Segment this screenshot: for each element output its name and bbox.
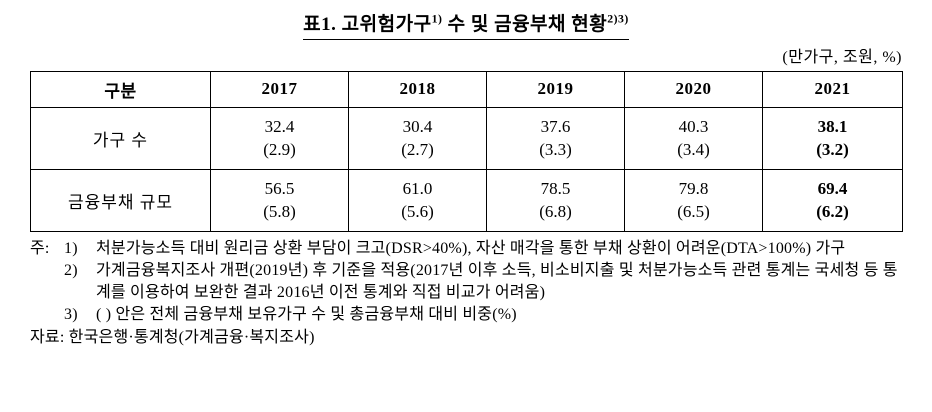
table-header-row: 구분 2017 2018 2019 2020 2021 <box>30 70 903 108</box>
col-header-2018: 2018 <box>348 70 487 108</box>
footnote-prefix: 주: <box>30 239 50 257</box>
footnote-1: 주: 1) 처분가능소득 대비 원리금 상환 부담이 크고(DSR>40%), … <box>30 238 902 260</box>
footnote-2: 2) 가계금융복지조사 개편(2019년) 후 기준을 적용(2017년 이후 … <box>30 260 902 304</box>
table-title: 표1. 고위험가구1) 수 및 금융부채 현황2)3) <box>303 12 629 40</box>
table-title-rest: 수 및 금융부채 현황 <box>442 14 608 35</box>
col-header-2021: 2021 <box>762 70 903 108</box>
footnote-2-number: 2) <box>64 261 78 279</box>
table-row-households: 가구 수 32.4 (2.9) 30.4 (2.7) 37.6 (3.3) 40… <box>30 106 903 170</box>
cell-debt-2021: 69.4 (6.2) <box>762 168 903 232</box>
title-wrap: 표1. 고위험가구1) 수 및 금융부채 현황2)3) <box>30 12 902 40</box>
cell-debt-2019: 78.5 (6.8) <box>486 168 625 232</box>
col-header-2019: 2019 <box>486 70 625 108</box>
col-header-category: 구분 <box>30 70 211 108</box>
col-header-2020: 2020 <box>624 70 763 108</box>
unit-note: (만가구, 조원, %) <box>782 48 902 66</box>
footnote-1-text: 처분가능소득 대비 원리금 상환 부담이 크고(DSR>40%), 자산 매각을… <box>96 239 846 257</box>
footnote-3: 3) ( ) 안은 전체 금융부채 보유가구 수 및 총금융부채 대비 비중(%… <box>30 304 902 326</box>
cell-households-2021: 38.1 (3.2) <box>762 106 903 170</box>
cell-households-2017: 32.4 (2.9) <box>210 106 349 170</box>
cell-households-2019: 37.6 (3.3) <box>486 106 625 170</box>
footnote-3-number: 3) <box>64 306 78 324</box>
row-label-households: 가구 수 <box>30 106 211 170</box>
cell-households-2020: 40.3 (3.4) <box>624 106 763 170</box>
source-line: 자료: 한국은행·통계청(가계금융·복지조사) <box>30 329 315 347</box>
table-row-debt: 금융부채 규모 56.5 (5.8) 61.0 (5.6) 78.5 (6.8)… <box>30 168 903 232</box>
footnote-2-text: 가계금융복지조사 개편(2019년) 후 기준을 적용(2017년 이후 소득,… <box>96 261 898 301</box>
cell-households-2018: 30.4 (2.7) <box>348 106 487 170</box>
title-footnote-ref-2: 2)3) <box>607 12 629 26</box>
col-header-2017: 2017 <box>210 70 349 108</box>
footnotes: 주: 1) 처분가능소득 대비 원리금 상환 부담이 크고(DSR>40%), … <box>30 238 902 349</box>
table-title-main: 표1. 고위험가구 <box>303 14 432 35</box>
row-label-debt: 금융부채 규모 <box>30 168 211 232</box>
cell-debt-2020: 79.8 (6.5) <box>624 168 763 232</box>
cell-debt-2018: 61.0 (5.6) <box>348 168 487 232</box>
title-footnote-ref-1: 1) <box>431 12 443 26</box>
cell-debt-2017: 56.5 (5.8) <box>210 168 349 232</box>
footnote-1-number: 1) <box>64 239 78 257</box>
data-table: 구분 2017 2018 2019 2020 2021 가구 수 32.4 (2… <box>30 70 903 232</box>
footnote-3-text: ( ) 안은 전체 금융부채 보유가구 수 및 총금융부채 대비 비중(%) <box>96 306 517 324</box>
